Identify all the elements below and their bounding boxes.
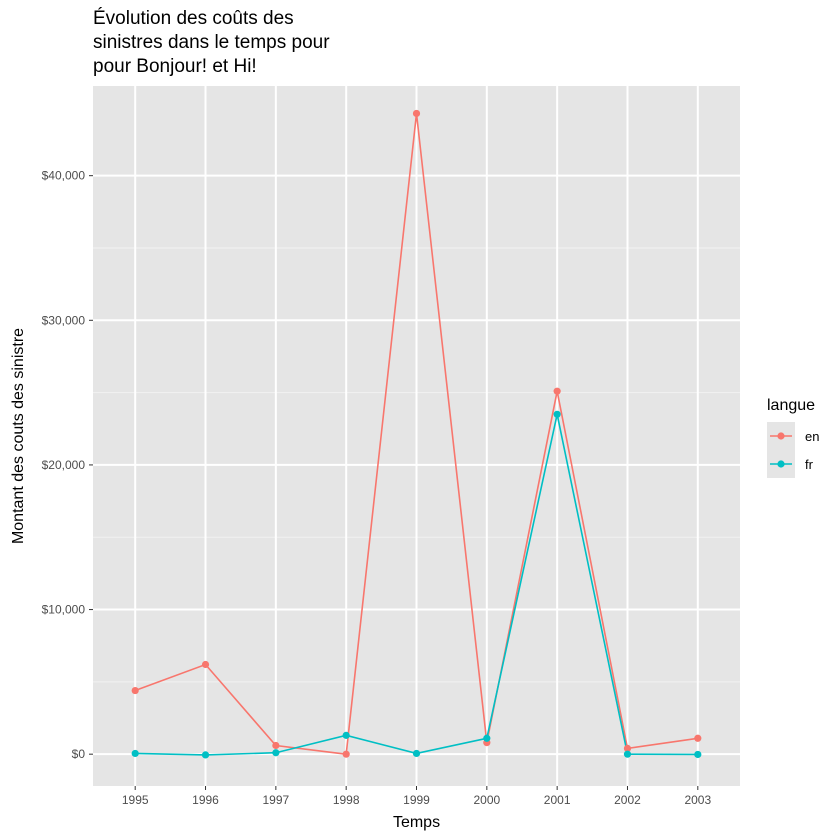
data-point-en [413, 110, 420, 117]
data-point-en [554, 388, 561, 395]
y-tick-label: $10,000 [42, 603, 86, 617]
legend-items: en fr [767, 422, 819, 478]
y-tick-label: $40,000 [42, 169, 86, 183]
legend-key-point [777, 432, 784, 439]
y-axis-title: Montant des couts des sinistre [10, 328, 27, 544]
legend: langue en fr [767, 397, 819, 478]
data-point-en [202, 661, 209, 668]
data-point-fr [202, 751, 209, 758]
x-tick-label: 1998 [333, 793, 360, 807]
data-point-fr [694, 751, 701, 758]
legend-key-point [777, 460, 784, 467]
chart-title-line: pour Bonjour! et Hi! [93, 56, 257, 77]
data-point-en [272, 742, 279, 749]
line-chart: Évolution des coûts des sinistres dans l… [0, 0, 840, 840]
legend-title: langue [767, 397, 815, 414]
x-tick-label: 1995 [122, 793, 149, 807]
y-tick-label: $0 [72, 747, 86, 761]
data-point-fr [483, 735, 490, 742]
y-tick-label: $30,000 [42, 313, 86, 327]
data-point-fr [413, 750, 420, 757]
x-tick-label: 2003 [684, 793, 711, 807]
data-point-en [694, 735, 701, 742]
y-tick-label: $20,000 [42, 458, 86, 472]
chart-title: Évolution des coûts des sinistres dans l… [93, 8, 330, 77]
legend-label: en [805, 429, 819, 444]
y-axis: $0 $10,000 $20,000 $30,000 $40,000 [42, 169, 93, 762]
data-point-fr [554, 411, 561, 418]
x-tick-label: 2000 [473, 793, 500, 807]
data-point-fr [624, 751, 631, 758]
data-point-en [343, 751, 350, 758]
x-axis: 1995 1996 1997 1998 1999 2000 2001 2002 2003 [122, 786, 712, 807]
data-point-fr [272, 749, 279, 756]
data-point-en [132, 687, 139, 694]
x-tick-label: 1996 [192, 793, 219, 807]
data-point-fr [132, 750, 139, 757]
x-tick-label: 1997 [262, 793, 289, 807]
legend-label: fr [805, 457, 814, 472]
x-tick-label: 2002 [614, 793, 641, 807]
chart-title-line: sinistres dans le temps pour [93, 32, 330, 53]
x-axis-title: Temps [393, 814, 440, 831]
x-tick-label: 2001 [544, 793, 571, 807]
data-point-fr [343, 732, 350, 739]
chart-title-line: Évolution des coûts des [93, 8, 294, 29]
x-tick-label: 1999 [403, 793, 430, 807]
